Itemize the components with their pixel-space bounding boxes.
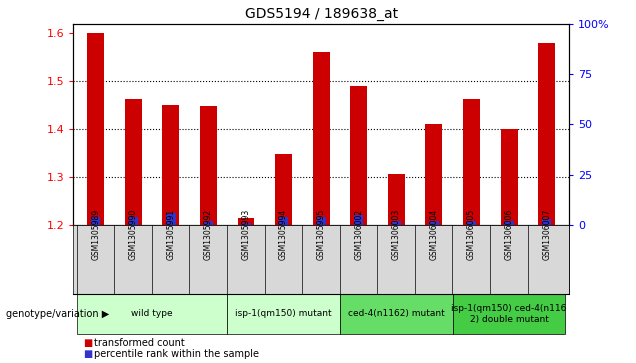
Bar	[350, 86, 367, 225]
Text: transformed count: transformed count	[94, 338, 185, 348]
Bar	[91, 217, 100, 225]
Bar	[429, 221, 439, 225]
Text: wild type: wild type	[131, 310, 173, 318]
Bar	[87, 33, 104, 225]
Bar	[125, 99, 142, 225]
Text: GSM1306006: GSM1306006	[504, 208, 514, 260]
Text: ■: ■	[83, 338, 92, 348]
Text: GSM1306005: GSM1306005	[467, 208, 476, 260]
Text: isp-1(qm150) mutant: isp-1(qm150) mutant	[235, 310, 332, 318]
Text: GSM1305993: GSM1305993	[242, 208, 251, 260]
Bar	[242, 223, 251, 225]
Bar	[354, 215, 363, 225]
Text: genotype/variation ▶: genotype/variation ▶	[6, 309, 109, 319]
Bar	[200, 106, 217, 225]
Text: ced-4(n1162) mutant: ced-4(n1162) mutant	[348, 310, 445, 318]
Bar	[501, 129, 518, 225]
Bar	[166, 213, 176, 225]
Text: GSM1306007: GSM1306007	[542, 208, 551, 260]
Text: GSM1306003: GSM1306003	[392, 208, 401, 260]
Text: GSM1305990: GSM1305990	[128, 208, 138, 260]
Bar	[238, 218, 254, 225]
Text: GSM1306004: GSM1306004	[429, 208, 438, 260]
Text: GSM1305994: GSM1305994	[279, 208, 288, 260]
Bar	[504, 221, 514, 225]
Bar	[317, 217, 326, 225]
Bar	[467, 221, 476, 225]
Text: GSM1305995: GSM1305995	[317, 208, 326, 260]
Bar	[392, 221, 401, 225]
Bar	[275, 154, 292, 225]
Bar	[313, 52, 329, 225]
Bar	[463, 99, 480, 225]
Bar	[204, 221, 213, 225]
Bar	[128, 217, 138, 225]
Bar	[279, 217, 288, 225]
Title: GDS5194 / 189638_at: GDS5194 / 189638_at	[245, 7, 398, 21]
Text: ■: ■	[83, 349, 92, 359]
Bar	[425, 125, 443, 225]
Bar	[542, 219, 551, 225]
Text: GSM1305989: GSM1305989	[91, 208, 100, 260]
Text: GSM1306002: GSM1306002	[354, 208, 363, 260]
Text: isp-1(qm150) ced-4(n116
2) double mutant: isp-1(qm150) ced-4(n116 2) double mutant	[452, 304, 567, 324]
Text: GSM1305991: GSM1305991	[167, 208, 176, 260]
Bar	[162, 105, 179, 225]
Text: GSM1305992: GSM1305992	[204, 208, 213, 260]
Bar	[388, 174, 404, 225]
Bar	[538, 43, 555, 225]
Text: percentile rank within the sample: percentile rank within the sample	[94, 349, 259, 359]
